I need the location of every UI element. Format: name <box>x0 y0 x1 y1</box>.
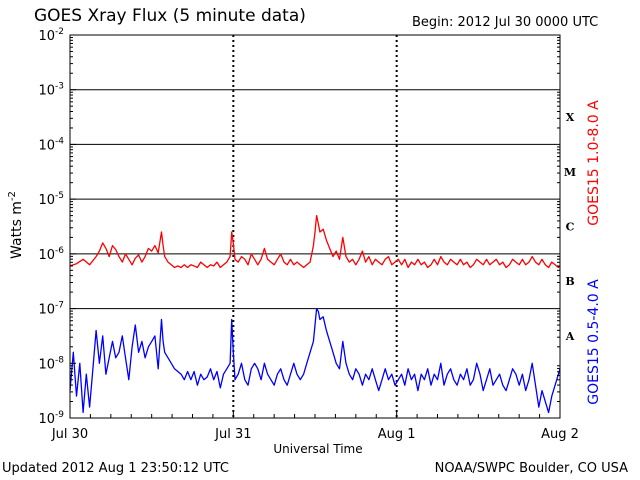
flare-class-label-c: C <box>566 221 575 234</box>
y-axis-label-exponent: -2 <box>7 191 18 201</box>
begin-time-label: Begin: 2012 Jul 30 0000 UTC <box>412 15 599 30</box>
y-tick-label-0: 10-9 <box>38 410 64 427</box>
y-axis-label-base: Watts m <box>9 201 25 259</box>
credit-label: NOAA/SWPC Boulder, CO USA <box>434 461 628 476</box>
flare-class-label-x: X <box>566 111 575 124</box>
legend-entry-1: GOES15 0.5-4.0 A <box>586 279 602 405</box>
x-tick-label-0: Jul 30 <box>51 427 88 442</box>
x-tick-label-1: Jul 31 <box>214 427 251 442</box>
x-tick-label-3: Aug 2 <box>541 427 579 442</box>
flare-class-label-b: B <box>565 275 574 288</box>
series-line-0 <box>69 214 561 269</box>
x-tick-label-layer: Jul 30 Jul 31 Aug 1 Aug 2 <box>51 410 579 442</box>
day-separator-layer <box>232 35 398 418</box>
flare-class-label-a: A <box>565 330 575 343</box>
series-legend-layer: GOES15 1.0-8.0 A GOES15 0.5-4.0 A <box>586 100 602 405</box>
flare-class-layer: A B C M X <box>564 111 576 343</box>
chart-title: GOES Xray Flux (5 minute data) <box>34 6 306 26</box>
x-tick-label-2: Aug 1 <box>378 427 416 442</box>
updated-timestamp: Updated 2012 Aug 1 23:50:12 UTC <box>2 461 229 476</box>
x-axis-label: Universal Time <box>273 442 363 456</box>
y-tick-label-3: 10-6 <box>38 246 64 263</box>
series-layer <box>69 214 561 414</box>
y-tick-label-7: 10-2 <box>38 27 64 44</box>
y-tick-label-4: 10-5 <box>38 191 64 208</box>
y-tick-label-6: 10-3 <box>38 82 64 99</box>
y-tick-label-1: 10-8 <box>38 355 64 372</box>
y-tick-label-2: 10-7 <box>38 301 64 318</box>
y-tick-label-layer: 10-9 10-8 10-7 10-6 10-5 10-4 10-3 10-2 <box>38 27 560 427</box>
series-line-1 <box>69 307 561 414</box>
legend-entry-0: GOES15 1.0-8.0 A <box>586 100 602 226</box>
flare-class-label-m: M <box>564 166 576 179</box>
grid-layer <box>70 89 560 310</box>
y-tick-label-5: 10-4 <box>38 136 64 153</box>
y-axis-label: Watts m-2 <box>7 191 25 259</box>
